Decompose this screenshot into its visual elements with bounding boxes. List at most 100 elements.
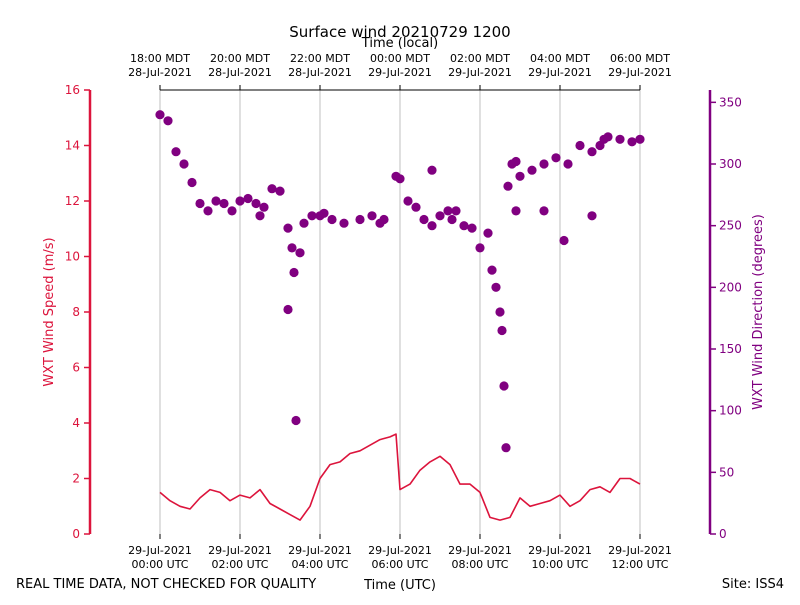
wind-direction-point: [283, 304, 293, 315]
top-tick-date: 29-Jul-2021: [528, 66, 592, 79]
wind-direction-point: [203, 206, 213, 216]
left-tick-label: 6: [72, 361, 80, 375]
wind-direction-point: [327, 214, 337, 225]
wind-direction-point: [307, 211, 317, 221]
wind-direction-point: [599, 134, 609, 144]
wind-direction-point: [501, 443, 511, 453]
wind-direction-point: [319, 208, 329, 218]
wind-direction-point: [267, 184, 277, 194]
wind-direction-point: [551, 153, 561, 163]
wind-direction-point: [539, 206, 549, 216]
right-tick-label: 150: [719, 342, 742, 356]
gridlines: [159, 90, 641, 534]
wind-direction-point: [539, 159, 549, 169]
wind-direction-point: [459, 221, 469, 231]
wind-direction-point: [289, 267, 299, 278]
bottom-tick-time: 08:00 UTC: [451, 558, 508, 571]
right-tick-label: 350: [719, 95, 742, 109]
top-tick-date: 28-Jul-2021: [208, 66, 272, 79]
wind-direction-point: [447, 214, 457, 225]
right-tick-label: 100: [719, 404, 742, 418]
top-tick-date: 28-Jul-2021: [288, 66, 352, 79]
wind-direction-point: [563, 159, 573, 169]
bottom-tick-date: 29-Jul-2021: [288, 544, 352, 557]
wind-direction-point: [511, 156, 521, 167]
left-tick-label: 8: [72, 305, 80, 319]
wind-direction-point: [163, 116, 173, 126]
wind-direction-point: [299, 218, 309, 228]
bottom-tick-date: 29-Jul-2021: [208, 544, 272, 557]
top-tick-time: 22:00 MDT: [290, 52, 350, 65]
wind-direction-point: [227, 206, 237, 216]
wind-direction-point: [575, 140, 585, 151]
footer-quality-note: REAL TIME DATA, NOT CHECKED FOR QUALITY: [16, 577, 316, 592]
wind-direction-point: [419, 214, 429, 225]
wind-direction-point: [355, 214, 365, 225]
wind-direction-point: [339, 218, 349, 228]
wind-direction-point: [495, 307, 505, 317]
wind-direction-point: [251, 198, 261, 209]
wind-direction-point: [187, 177, 197, 188]
top-tick-time: 20:00 MDT: [210, 52, 270, 65]
bottom-tick-date: 29-Jul-2021: [528, 544, 592, 557]
right-tick-label: 300: [719, 157, 742, 171]
wind-direction-point: [635, 134, 645, 144]
wind-direction-point: [435, 211, 445, 221]
chart-title: Surface wind 20210729 1200: [289, 23, 510, 41]
wind-direction-point: [287, 243, 297, 253]
wind-direction-point: [515, 171, 525, 181]
wind-direction-point: [503, 181, 513, 191]
top-axis-label: Time (local): [361, 36, 438, 51]
bottom-axis-label: Time (UTC): [363, 578, 436, 593]
wind-direction-point: [475, 243, 485, 253]
left-tick-label: 10: [65, 250, 80, 264]
wind-direction-point: [527, 165, 537, 175]
wind-direction-point: [487, 265, 497, 275]
wind-direction-point: [211, 196, 221, 206]
right-tick-label: 0: [719, 527, 727, 541]
wind-direction-point: [235, 196, 245, 206]
wind-direction-point: [615, 134, 625, 144]
wind-direction-point: [171, 147, 181, 157]
wind-direction-point: [255, 211, 265, 221]
wind-direction-point: [511, 206, 521, 216]
left-tick-label: 2: [72, 472, 80, 486]
left-tick-label: 0: [72, 527, 80, 541]
wind-direction-point: [483, 228, 493, 238]
wind-direction-point: [275, 186, 285, 196]
left-tick-label: 4: [72, 416, 80, 430]
wind-direction-point: [627, 137, 637, 147]
wind-direction-point: [427, 165, 437, 175]
wind-direction-point: [499, 381, 509, 391]
wind-direction-point: [467, 223, 477, 233]
bottom-tick-date: 29-Jul-2021: [128, 544, 192, 557]
left-tick-label: 14: [65, 139, 80, 153]
top-tick-time: 04:00 MDT: [530, 52, 590, 65]
top-tick-time: 18:00 MDT: [130, 52, 190, 65]
wind-direction-point: [395, 174, 405, 184]
bottom-tick-time: 10:00 UTC: [531, 558, 588, 571]
top-tick-time: 02:00 MDT: [450, 52, 510, 65]
wind-direction-point: [179, 159, 189, 169]
wind-direction-point: [367, 211, 377, 221]
right-tick-label: 250: [719, 219, 742, 233]
top-tick-date: 29-Jul-2021: [368, 66, 432, 79]
series-layer: [155, 110, 645, 521]
wind-direction-point: [411, 202, 421, 212]
wind-direction-point: [283, 223, 293, 233]
wind-direction-point: [443, 206, 453, 216]
wind-direction-point: [559, 235, 569, 246]
wind-direction-point: [243, 193, 253, 204]
chart-text: Surface wind 20210729 1200 Time (local) …: [16, 23, 784, 593]
left-tick-label: 12: [65, 194, 80, 208]
wind-direction-point: [259, 202, 269, 212]
left-axis-label: WXT Wind Speed (m/s): [42, 237, 57, 386]
wind-direction-point: [375, 218, 385, 228]
wind-direction-point: [295, 248, 305, 258]
wind-direction-point: [403, 196, 413, 206]
right-axis-label: WXT Wind Direction (degrees): [751, 214, 766, 410]
top-tick-date: 29-Jul-2021: [608, 66, 672, 79]
wind-direction-point: [497, 325, 507, 336]
wind-direction-point: [451, 206, 461, 216]
